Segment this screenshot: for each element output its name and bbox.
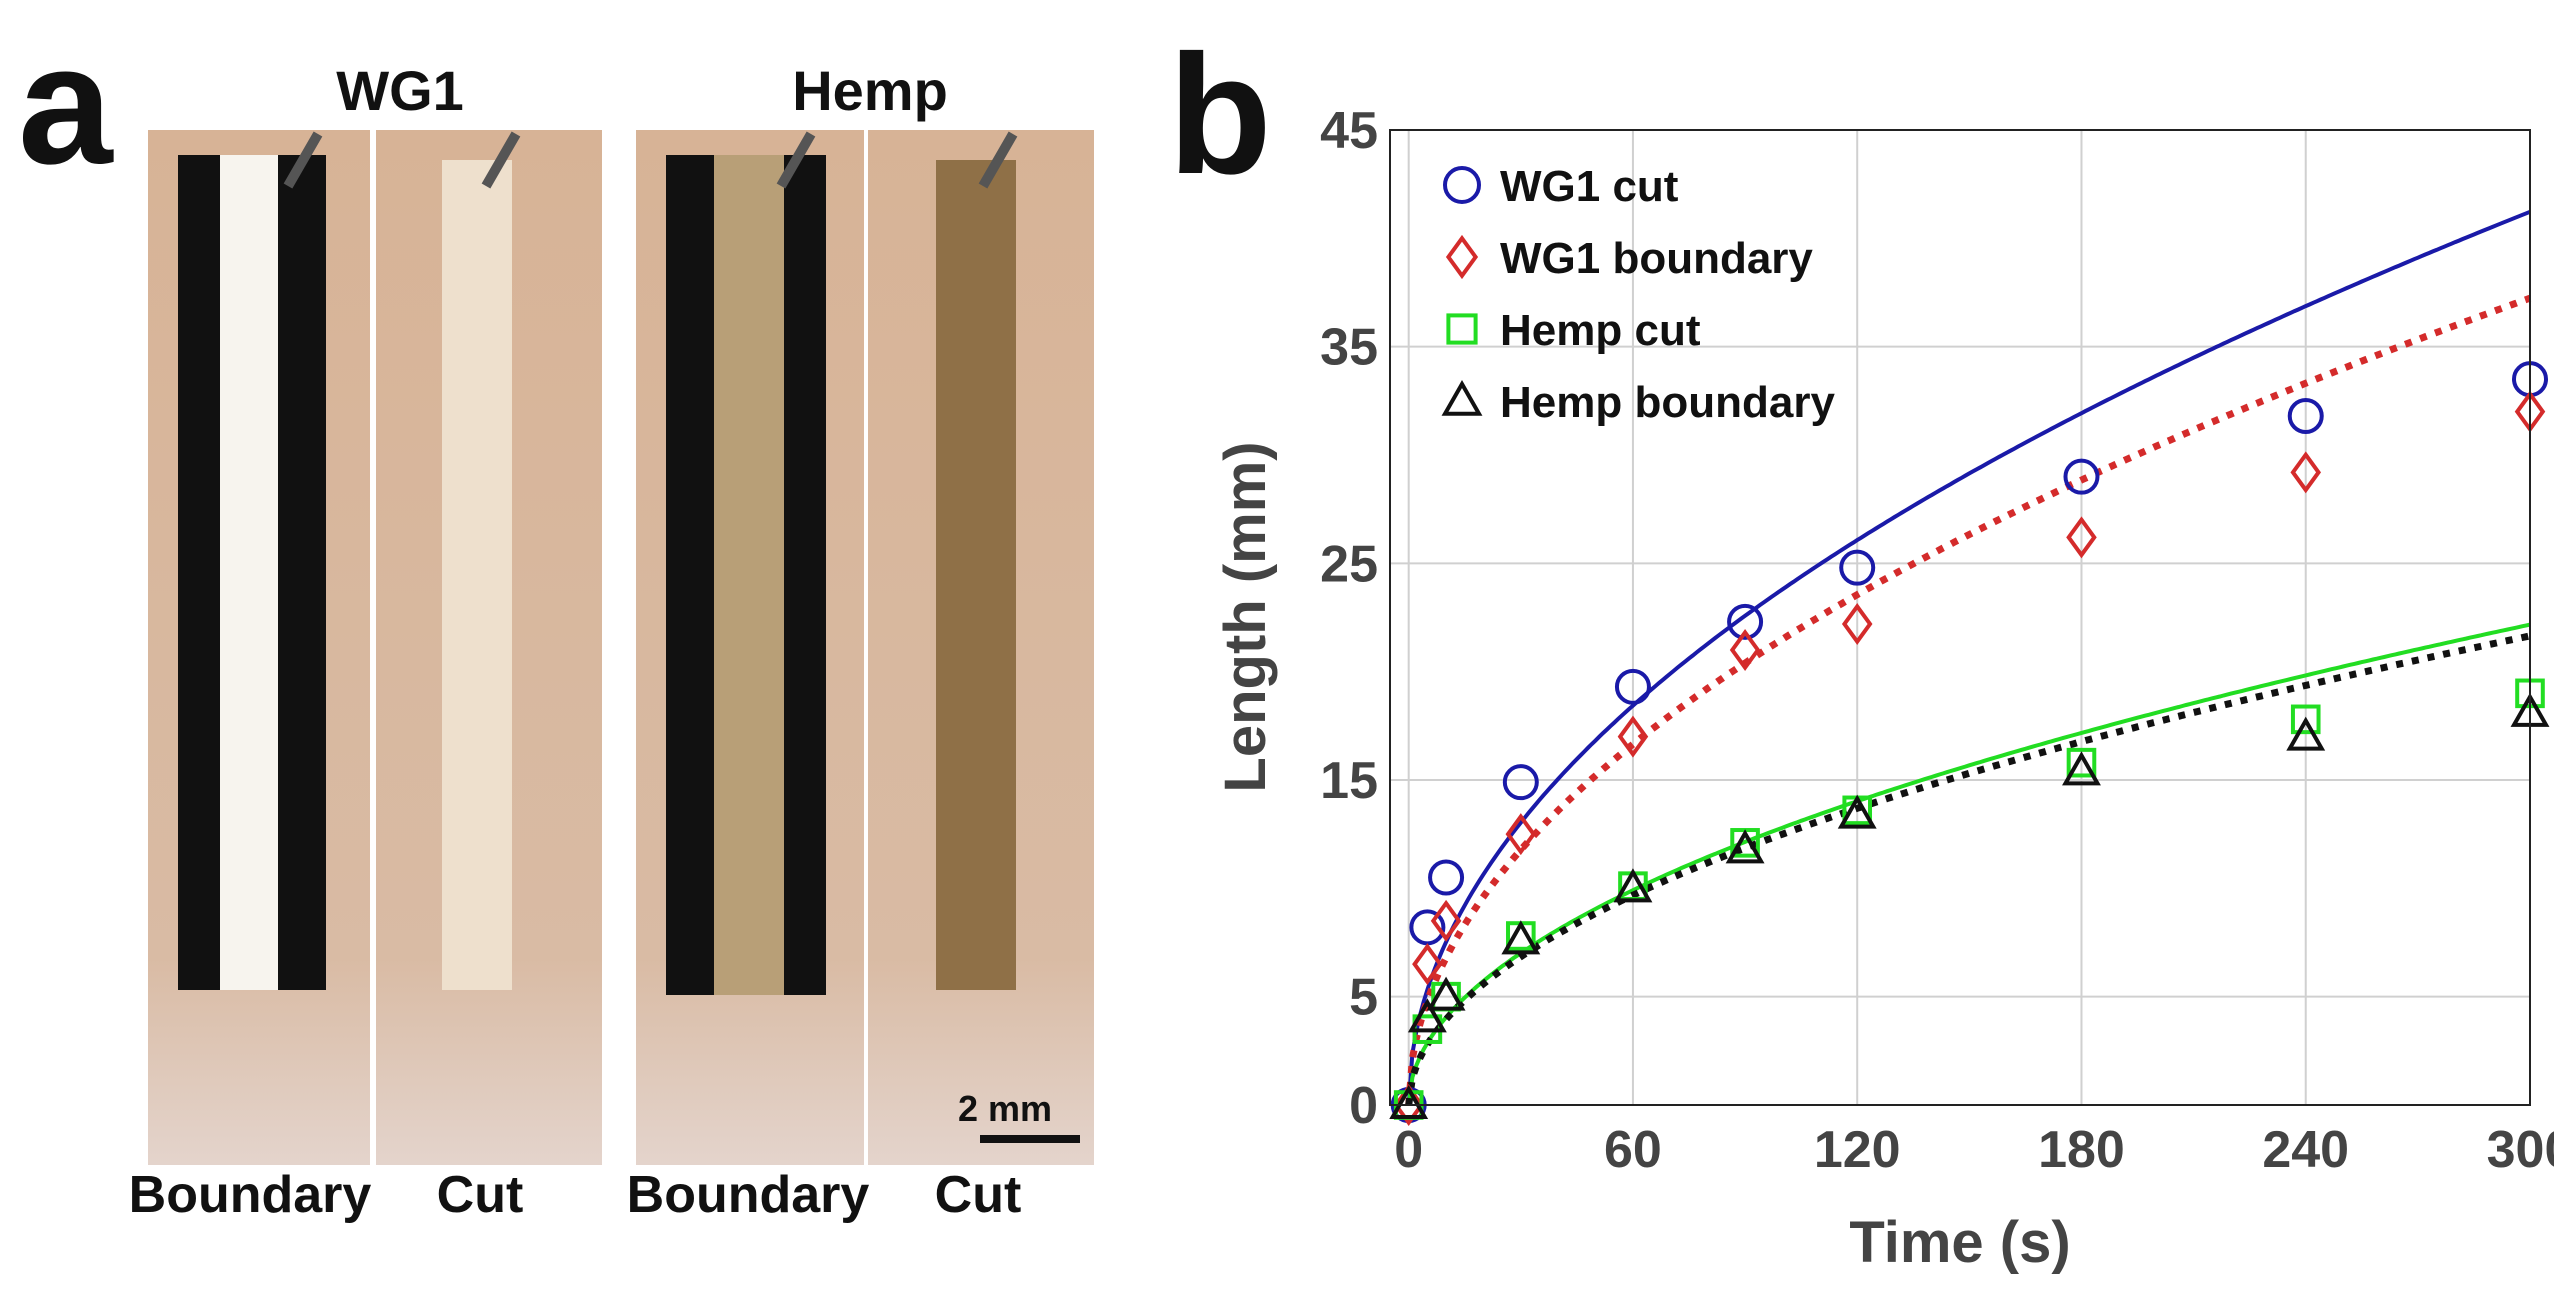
legend-entry-label: WG1 boundary <box>1500 234 1813 283</box>
fit-curve <box>1406 622 2531 1106</box>
data-point <box>1393 1083 1424 1127</box>
data-point <box>1617 715 1649 758</box>
data-point <box>1412 943 1443 986</box>
x-tick-label: 0 <box>1394 1121 1423 1179</box>
data-point <box>2510 692 2550 727</box>
legend-entry-label: WG1 cut <box>1500 162 1679 211</box>
fit-curves <box>1405 209 2532 1106</box>
data-point <box>2286 716 2326 751</box>
y-tick-label: 35 <box>1320 319 1378 377</box>
data-point <box>1614 668 1651 705</box>
data-point <box>1445 234 1479 280</box>
y-tick-label: 45 <box>1320 102 1378 160</box>
data-point <box>1505 813 1537 856</box>
y-tick-label: 15 <box>1320 752 1378 810</box>
data-point <box>1725 829 1765 864</box>
data-point <box>2290 451 2322 494</box>
x-tick-label: 120 <box>1814 1121 1901 1179</box>
data-point <box>1842 795 1873 826</box>
wg1-title: WG1 <box>336 59 464 122</box>
y-tick-label: 5 <box>1349 969 1378 1027</box>
data-point <box>1389 1084 1429 1119</box>
y-axis-label: Length (mm) <box>1213 441 1278 792</box>
data-point <box>1837 794 1877 829</box>
hemp-cut-label: Cut <box>934 1166 1022 1224</box>
data-point <box>1409 909 1446 946</box>
scalebar-label: 2 mm <box>958 1088 1053 1129</box>
plot-frame <box>1389 129 2531 1106</box>
wg1-boundary-strip-white <box>220 155 278 990</box>
data-point <box>2062 751 2101 786</box>
data-point <box>2514 390 2546 433</box>
data-point <box>1613 868 1653 903</box>
data-point <box>1431 981 1461 1012</box>
fit-curve <box>1405 632 2531 1106</box>
data-point <box>1390 1087 1427 1123</box>
data-point <box>1618 871 1648 901</box>
data-point <box>1426 976 1466 1011</box>
data-point <box>2063 458 2100 495</box>
data-point <box>1727 603 1764 640</box>
x-tick-label: 300 <box>2487 1121 2554 1179</box>
y-tick-label: 0 <box>1349 1077 1378 1135</box>
wg1-cut-label: Cut <box>436 1166 524 1224</box>
axis-ticks: 0 60 120 180 240 300 0 5 15 25 35 45 <box>1320 102 2554 1179</box>
y-tick-label: 25 <box>1320 535 1378 593</box>
hemp-boundary-label: Boundary <box>626 1166 870 1224</box>
data-point <box>1412 1014 1443 1044</box>
wg1-boundary-photo <box>148 130 370 1165</box>
chart-grid <box>1390 129 2531 1106</box>
data-point <box>1428 859 1465 896</box>
data-point <box>1839 549 1876 586</box>
data-point <box>2290 704 2321 735</box>
x-tick-label: 180 <box>2038 1121 2125 1179</box>
data-point <box>1841 602 1873 646</box>
fit-curve <box>1405 294 2532 1106</box>
data-point <box>2512 361 2548 398</box>
x-tick-label: 60 <box>1604 1121 1662 1179</box>
data-point <box>1430 899 1462 942</box>
legend: WG1 cut WG1 boundary Hemp cut Hemp boundary <box>1441 162 1835 427</box>
data-point <box>1441 379 1483 416</box>
data-point <box>1506 921 1536 951</box>
hemp-cut-strip <box>936 160 1016 990</box>
wg1-cut-photo <box>376 130 602 1165</box>
data-point <box>1730 828 1760 858</box>
data-point <box>1393 1090 1424 1120</box>
data-point <box>1446 313 1478 345</box>
panel-b-letter: b <box>1168 20 1272 210</box>
fit-curve <box>1406 209 2531 1106</box>
hemp-boundary-strip-hemp <box>714 155 784 995</box>
x-axis-label: Time (s) <box>1849 1210 2070 1275</box>
legend-entry-label: Hemp cut <box>1500 306 1701 355</box>
hemp-title: Hemp <box>792 59 948 122</box>
wg1-boundary-label: Boundary <box>128 1166 372 1224</box>
data-point <box>1443 166 1481 204</box>
scalebar <box>980 1135 1080 1143</box>
data-point <box>1729 628 1761 672</box>
hemp-boundary-photo <box>636 130 864 1165</box>
hemp-cut-photo: 2 mm <box>868 130 1094 1165</box>
data-points <box>1389 361 2550 1127</box>
x-tick-label: 240 <box>2262 1121 2349 1179</box>
panel-a-letter: a <box>18 10 113 200</box>
data-point <box>2287 398 2324 434</box>
data-point <box>1502 764 1539 801</box>
data-point <box>2066 747 2097 778</box>
data-point <box>2515 678 2545 709</box>
legend-entry-label: Hemp boundary <box>1500 378 1835 427</box>
data-point <box>1407 998 1447 1033</box>
data-point <box>2066 516 2097 559</box>
data-point <box>1501 920 1541 955</box>
wg1-cut-strip <box>442 160 512 990</box>
